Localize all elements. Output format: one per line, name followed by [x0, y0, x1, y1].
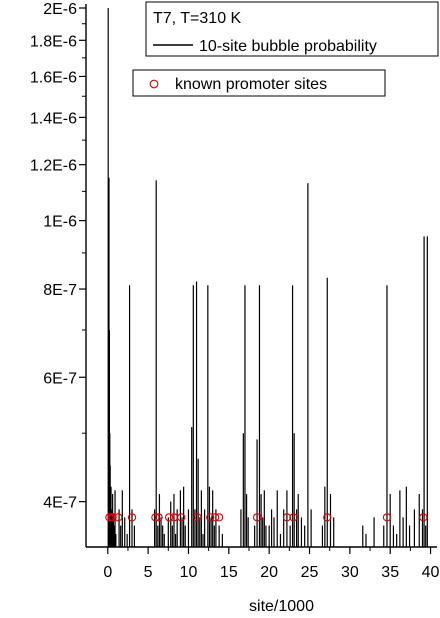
legend-marker-sample: [149, 79, 159, 89]
y-tick-label-4: 1.2E-6: [30, 158, 77, 175]
y-tick-label-5: 1.4E-6: [30, 110, 77, 127]
promoter-marker-10: [193, 513, 202, 522]
legend-header: T7, T=310 K: [153, 10, 242, 27]
promoter-marker-12: [210, 513, 220, 522]
y-tick-label-6: 1.6E-6: [30, 69, 77, 86]
promoter-marker-6: [154, 513, 163, 522]
promoter-marker-9: [177, 513, 186, 522]
x-axis-title: site/1000: [249, 598, 314, 615]
x-tick-label-1: 5: [144, 564, 153, 581]
promoter-marker-13: [214, 513, 224, 522]
y-tick-label-3: 1E-6: [43, 214, 77, 231]
x-tick-label-6: 30: [341, 564, 359, 581]
legend-box-markers: [132, 69, 386, 97]
promoter-marker-11: [206, 513, 215, 522]
promoter-marker-14: [252, 513, 262, 522]
promoter-marker-7: [164, 513, 174, 522]
legend-label-promoter: known promoter sites: [175, 76, 327, 93]
x-tick-label-2: 10: [180, 564, 198, 581]
promoter-marker-17: [323, 513, 332, 522]
x-tick-label-8: 40: [422, 564, 440, 581]
x-axis-ticks: 0 5 10 15 20 25 30 35 40: [103, 547, 440, 581]
legend-line: T7, T=310 K 10-site bubble probability: [145, 1, 439, 57]
promoter-marker-3: [114, 513, 123, 522]
promoter-marker-19: [419, 513, 428, 522]
x-tick-label-4: 20: [260, 564, 278, 581]
legend-label-bubble: 10-site bubble probability: [199, 38, 377, 55]
x-tick-label-0: 0: [103, 564, 112, 581]
y-tick-label-7: 1.8E-6: [30, 33, 77, 50]
promoter-marker-16: [289, 513, 298, 522]
promoter-markers: [105, 513, 428, 522]
y-tick-label-2: 8E-7: [43, 282, 77, 299]
x-tick-label-7: 35: [381, 564, 399, 581]
legend-box-line: [145, 1, 439, 57]
x-tick-label-5: 25: [301, 564, 319, 581]
promoter-marker-5: [151, 513, 160, 522]
axes: [85, 4, 437, 548]
legend-markers: known promoter sites: [132, 69, 386, 97]
promoter-marker-15: [282, 513, 292, 522]
x-tick-label-3: 15: [220, 564, 238, 581]
y-tick-label-1: 6E-7: [43, 370, 77, 387]
promoter-marker-18: [382, 513, 392, 522]
y-tick-label-8: 2E-6: [43, 1, 77, 18]
promoter-marker-4: [127, 513, 137, 522]
y-tick-label-0: 4E-7: [43, 495, 77, 512]
promoter-marker-2: [108, 513, 117, 522]
y-axis-ticks: 4E-7 6E-7 8E-7 1E-6 1.2E-6 1.4E-6 1.6E-6 1.8E-6…: [30, 1, 86, 512]
